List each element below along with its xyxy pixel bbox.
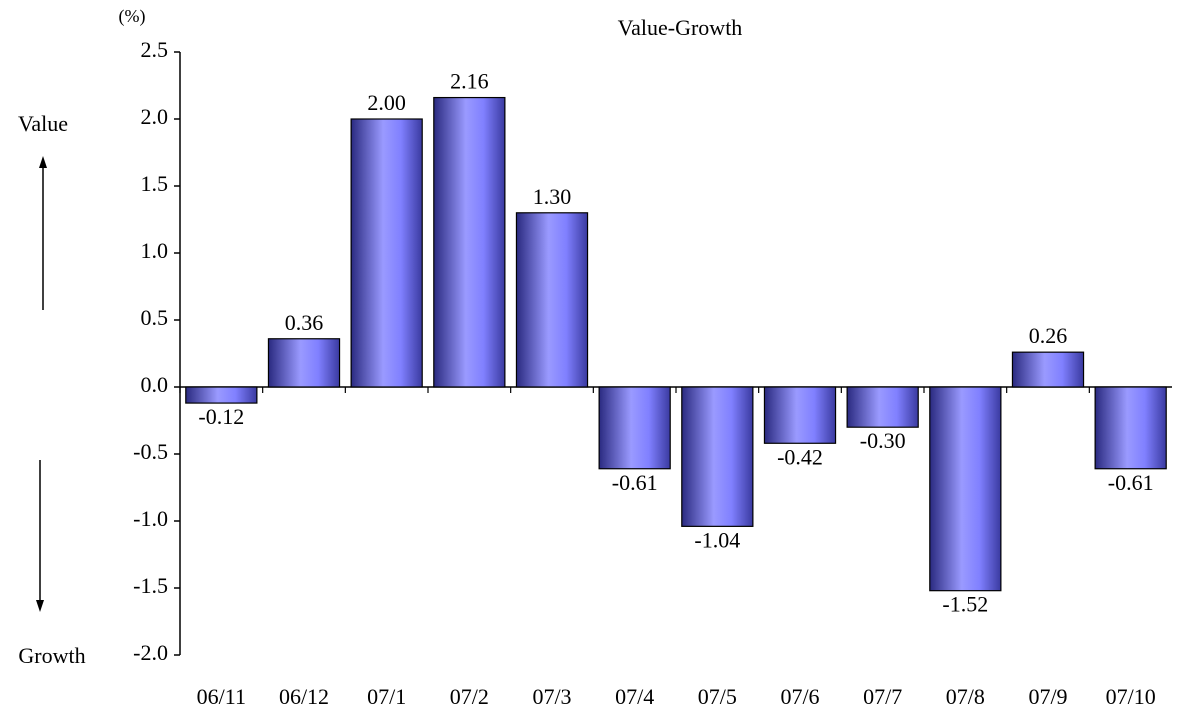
arrow-down: [36, 460, 44, 612]
bar: [763, 386, 837, 444]
x-tick-label: 07/4: [615, 684, 654, 709]
value-label: -0.61: [612, 470, 658, 495]
y-tick-label: 0.0: [141, 372, 169, 397]
y-tick-label: -1.5: [133, 573, 168, 598]
bar: [929, 386, 1002, 592]
value-label: 1.30: [533, 184, 572, 209]
x-tick-label: 06/12: [279, 684, 329, 709]
value-label: -0.42: [777, 444, 823, 469]
x-tick-label: 07/10: [1106, 684, 1156, 709]
value-label: 2.16: [450, 69, 489, 94]
unit-label: (%): [119, 6, 146, 27]
x-tick-label: 07/3: [532, 684, 571, 709]
bar: [1011, 351, 1085, 388]
y-tick-label: 1.0: [141, 238, 169, 263]
annotation: Growth: [18, 643, 85, 668]
y-tick-label: -2.0: [133, 640, 168, 665]
bar: [515, 212, 589, 388]
value-label: -1.52: [942, 592, 988, 617]
bar: [185, 386, 258, 404]
x-tick-label: 07/5: [698, 684, 737, 709]
bar: [846, 386, 919, 428]
x-tick-label: 06/11: [197, 684, 246, 709]
value-label: -0.30: [860, 428, 906, 453]
bar: [598, 386, 671, 470]
x-tick-label: 07/2: [450, 684, 489, 709]
y-tick-label: -1.0: [133, 506, 168, 531]
chart-title: Value-Growth: [618, 15, 743, 40]
bar: [350, 118, 423, 388]
x-tick-label: 07/8: [946, 684, 985, 709]
y-tick-label: -0.5: [133, 439, 168, 464]
x-tick-label: 07/9: [1028, 684, 1067, 709]
value-label: -1.04: [694, 527, 740, 552]
y-tick-label: 2.5: [141, 37, 169, 62]
bar: [433, 96, 506, 388]
bar: [1094, 386, 1167, 470]
y-tick-label: 2.0: [141, 104, 169, 129]
bar: [267, 338, 341, 388]
value-label: 0.26: [1029, 323, 1068, 348]
x-tick-label: 07/6: [780, 684, 819, 709]
annotation: Value: [18, 111, 68, 136]
value-label: 2.00: [367, 90, 406, 115]
x-tick-label: 07/1: [367, 684, 406, 709]
x-tick-label: 07/7: [863, 684, 902, 709]
arrow-up: [39, 156, 47, 310]
bar: [681, 386, 754, 527]
value-label: -0.12: [198, 404, 244, 429]
value-label: -0.61: [1108, 470, 1154, 495]
y-tick-label: 0.5: [141, 305, 169, 330]
y-tick-label: 1.5: [141, 171, 169, 196]
value-label: 0.36: [285, 310, 324, 335]
